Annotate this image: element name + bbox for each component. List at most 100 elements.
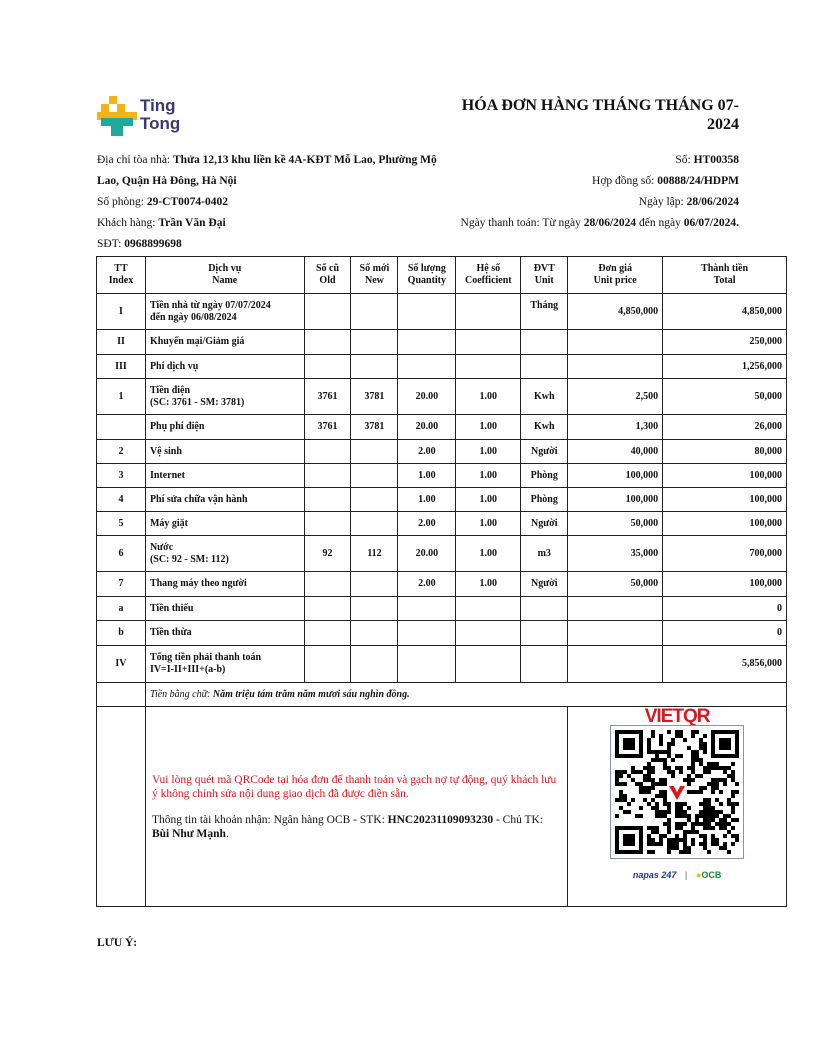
old-reading-cell (303, 596, 352, 621)
service-name-cell: Phụ phí điện (144, 414, 305, 440)
empty-cell (96, 682, 146, 707)
unit-cell: Người (520, 571, 569, 597)
new-reading-cell (350, 511, 399, 536)
unit-cell: Người (520, 511, 569, 536)
new-reading-cell: 3781 (350, 414, 399, 440)
unit-cell: Kwh (520, 378, 569, 415)
coefficient-cell (455, 645, 522, 683)
unit-cell: Phòng (520, 463, 569, 488)
customer-info: Địa chỉ tòa nhà: Thửa 12,13 khu liền kề … (97, 154, 437, 250)
unit-cell: m3 (520, 535, 569, 572)
table-row: 5 Máy giặt 2.00 1.00 Người 50,000 100,000 (96, 511, 787, 536)
table-row: 6 Nước (SC: 92 - SM: 112) 92 112 20.00 1.00 m3 3… (96, 535, 787, 572)
total-cell: 0 (662, 596, 787, 621)
note-label: LƯU Ý: (97, 937, 138, 949)
coefficient-cell: 1.00 (455, 439, 522, 464)
ting-tong-logo (97, 96, 137, 136)
new-reading-cell (350, 571, 399, 597)
quantity-cell (397, 329, 457, 355)
total-cell: 0 (662, 620, 787, 646)
service-name-cell: Vệ sinh (144, 439, 305, 464)
index-cell: 7 (96, 571, 146, 597)
unit-price-cell: 100,000 (567, 463, 664, 488)
payment-row: Vui lòng quét mã QRCode tại hóa đơn để t… (96, 706, 787, 907)
column-header: Số cũ Old (303, 256, 352, 294)
old-reading-cell: 3761 (303, 414, 352, 440)
qr-notice: Vui lòng quét mã QRCode tại hóa đơn để t… (151, 773, 557, 800)
old-reading-cell: 3761 (303, 378, 352, 415)
unit-price-cell: 35,000 (567, 535, 664, 572)
unit-cell (520, 329, 569, 355)
quantity-cell: 2.00 (397, 511, 457, 536)
column-header: Hệ số Coefficient (455, 256, 522, 294)
divider: | (684, 870, 688, 880)
new-reading-cell (350, 293, 399, 330)
unit-cell (520, 354, 569, 379)
old-reading-cell (303, 620, 352, 646)
qr-section: VIETQR napas 247 | ●OCB (567, 706, 787, 907)
index-cell: II (96, 329, 146, 355)
unit-price-cell: 50,000 (567, 511, 664, 536)
service-name-cell: Phí sửa chữa vận hành (144, 487, 305, 512)
index-cell: 2 (96, 439, 146, 464)
table-row: 7 Thang máy theo người 2.00 1.00 Người 50,000… (96, 571, 787, 597)
unit-cell: Tháng (520, 293, 569, 330)
unit-price-cell: 40,000 (567, 439, 664, 464)
unit-cell: Người (520, 439, 569, 464)
old-reading-cell (303, 354, 352, 379)
napas-logo: napas 247 (632, 870, 677, 880)
coefficient-cell: 1.00 (455, 571, 522, 597)
service-name-cell: Tiền thiếu (144, 596, 305, 621)
unit-price-cell (567, 354, 664, 379)
quantity-cell: 1.00 (397, 487, 457, 512)
table-row: III Phí dịch vụ 1,256,000 (96, 354, 787, 379)
amount-in-words-row: Tiền bằng chữ: Năm triệu tám trăm năm mư… (96, 682, 788, 707)
empty-cell (96, 706, 146, 907)
table-header: TT Index Dịch vụ Name Số cũ Old Số mới New Số lư… (96, 256, 787, 294)
quantity-cell (397, 293, 457, 330)
index-cell: 6 (96, 535, 146, 572)
total-cell: 5,856,000 (662, 645, 787, 683)
index-cell: 3 (96, 463, 146, 488)
partner-logos: napas 247 | ●OCB (572, 869, 782, 881)
table-row: 1 Tiền điện (SC: 3761 - SM: 3781) 3761 3781 2… (96, 378, 787, 415)
total-cell: 100,000 (662, 487, 787, 512)
vietqr-logo: VIETQR (644, 706, 711, 727)
invoice-title: HÓA ĐƠN HÀNG THÁNG THÁNG 07-2024 (461, 97, 739, 133)
index-cell: b (96, 620, 146, 646)
table-row: II Khuyến mại/Giảm giá 250,000 (96, 329, 787, 355)
unit-price-cell (567, 620, 664, 646)
unit-cell (520, 620, 569, 646)
quantity-cell (397, 620, 457, 646)
coefficient-cell: 1.00 (455, 378, 522, 415)
invoice-meta: Số: HT00358 Hợp đồng số: 00888/24/HDPM N… (460, 154, 739, 229)
service-name-cell: Nước (SC: 92 - SM: 112) (144, 535, 305, 572)
old-reading-cell (303, 487, 352, 512)
column-header: TT Index (96, 256, 146, 294)
coefficient-cell: 1.00 (455, 414, 522, 440)
unit-cell: Kwh (520, 414, 569, 440)
index-cell: 1 (96, 378, 146, 415)
unit-price-cell: 1,300 (567, 414, 664, 440)
service-name-cell: Khuyến mại/Giảm giá (144, 329, 305, 355)
new-reading-cell: 112 (350, 535, 399, 572)
index-cell: I (96, 293, 146, 330)
unit-price-cell: 4,850,000 (567, 293, 664, 330)
index-cell: 5 (96, 511, 146, 536)
unit-cell: Phòng (520, 487, 569, 512)
total-cell: 100,000 (662, 571, 787, 597)
column-header: Số mới New (350, 256, 399, 294)
total-cell: 50,000 (662, 378, 787, 415)
qr-code[interactable] (610, 725, 745, 859)
ocb-icon: ● (695, 870, 702, 880)
coefficient-cell (455, 620, 522, 646)
quantity-cell: 20.00 (397, 535, 457, 572)
new-reading-cell (350, 439, 399, 464)
column-header: ĐVT Unit (520, 256, 569, 294)
total-cell: 1,256,000 (662, 354, 787, 379)
total-cell: 26,000 (662, 414, 787, 440)
service-name-cell: Tiền thừa (144, 620, 305, 646)
index-cell: a (96, 596, 146, 621)
old-reading-cell (303, 463, 352, 488)
column-header: Thành tiền Total (662, 256, 787, 294)
